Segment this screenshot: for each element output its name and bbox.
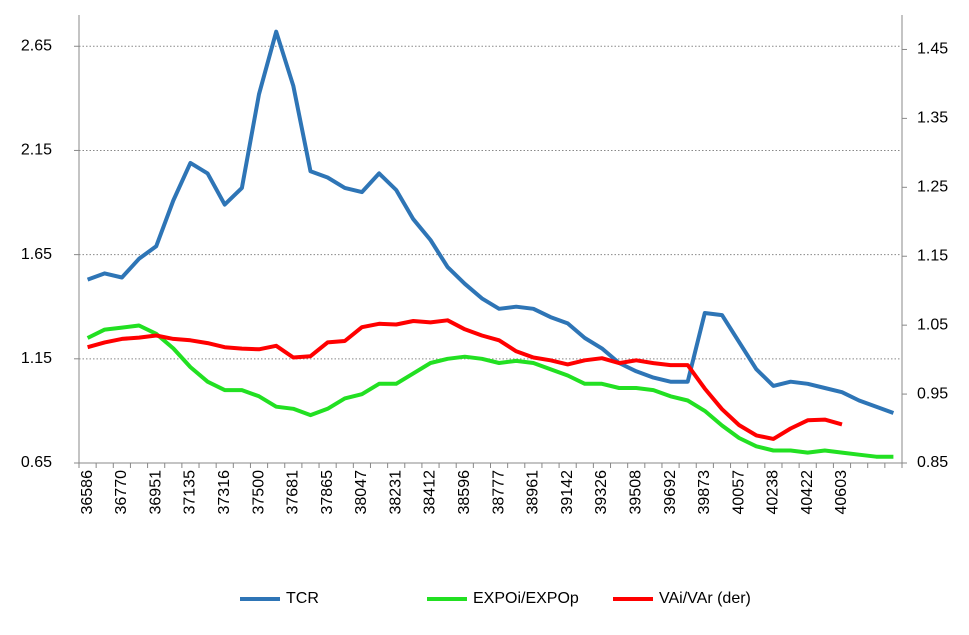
x-tick-label: 38047 xyxy=(353,470,370,515)
x-tick-label: 38231 xyxy=(387,470,404,515)
x-tick-label: 37681 xyxy=(285,470,302,515)
x-tick-label: 40057 xyxy=(730,470,747,515)
y2-tick-label: 0.85 xyxy=(917,454,948,471)
y2-tick-label: 1.45 xyxy=(917,41,948,58)
x-tick-label: 36586 xyxy=(79,470,96,515)
y2-tick-label: 1.25 xyxy=(917,179,948,196)
y2-tick-label: 1.35 xyxy=(917,110,948,127)
x-tick-label: 40603 xyxy=(833,470,850,515)
y2-tick-label: 0.95 xyxy=(917,385,948,402)
y-tick-label: 0.65 xyxy=(21,454,52,471)
series-line xyxy=(86,323,894,459)
series-line xyxy=(86,29,895,415)
x-tick-label: 38596 xyxy=(456,470,473,515)
y-tick-label: 2.65 xyxy=(21,37,52,54)
x-tick-label: 38777 xyxy=(490,470,507,515)
x-tick-label: 36951 xyxy=(147,470,164,515)
y2-tick-label: 1.15 xyxy=(917,247,948,264)
x-tick-label: 36770 xyxy=(113,470,130,515)
y-tick-label: 1.65 xyxy=(21,246,52,263)
x-tick-label: 39326 xyxy=(593,470,610,515)
y2-tick-label: 1.05 xyxy=(917,316,948,333)
x-tick-label: 39692 xyxy=(662,470,679,515)
x-tick-label: 39873 xyxy=(696,470,713,515)
y-tick-label: 2.15 xyxy=(21,142,52,159)
x-tick-label: 38961 xyxy=(525,470,542,515)
x-tick-label: 40422 xyxy=(799,470,816,515)
x-tick-label: 38412 xyxy=(422,470,439,515)
x-tick-label: 37500 xyxy=(250,470,267,515)
legend-label: VAi/VAr (der) xyxy=(659,590,751,607)
x-tick-label: 39508 xyxy=(627,470,644,515)
x-tick-label: 37135 xyxy=(182,470,199,515)
legend-label: EXPOi/EXPOp xyxy=(473,590,579,607)
x-tick-label: 40238 xyxy=(765,470,782,515)
series-line xyxy=(87,318,843,441)
x-tick-label: 37865 xyxy=(319,470,336,515)
legend-label: TCR xyxy=(286,590,319,607)
x-tick-label: 37316 xyxy=(216,470,233,515)
y-tick-label: 1.15 xyxy=(21,350,52,367)
x-tick-label: 39142 xyxy=(559,470,576,515)
